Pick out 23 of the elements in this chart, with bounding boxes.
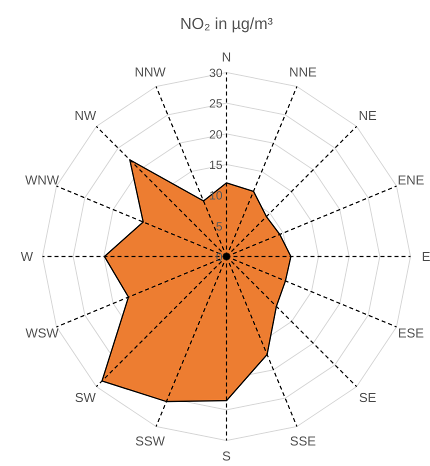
spoke-label: NNW [134, 64, 166, 80]
y-tick-label: 20 [209, 127, 223, 142]
y-tick-label: 5 [216, 219, 223, 234]
spoke-label: SW [74, 390, 97, 406]
spoke-label: E [422, 249, 430, 264]
spoke-label: ENE [398, 172, 425, 188]
spoke-label: SE [358, 390, 377, 406]
spoke-label: NW [74, 108, 97, 123]
spoke-label: S [222, 448, 232, 464]
spoke-label: SSE [290, 433, 316, 448]
spoke-label: NNE [289, 64, 317, 80]
y-tick-label: 15 [209, 158, 223, 172]
spoke-label: ESE [398, 325, 424, 340]
y-tick-label: 30 [209, 66, 223, 80]
spoke-label: WNW [25, 172, 60, 188]
spoke-label: NE [358, 108, 378, 123]
y-tick-label: 10 [209, 188, 223, 203]
spoke-label: WSW [25, 325, 60, 340]
y-tick-label: 25 [209, 96, 223, 111]
spoke-label: N [222, 49, 232, 64]
spoke-label: SSW [135, 433, 166, 448]
spoke-label: W [20, 249, 34, 264]
chart-title: NO₂ in µg/m³ [180, 16, 274, 33]
